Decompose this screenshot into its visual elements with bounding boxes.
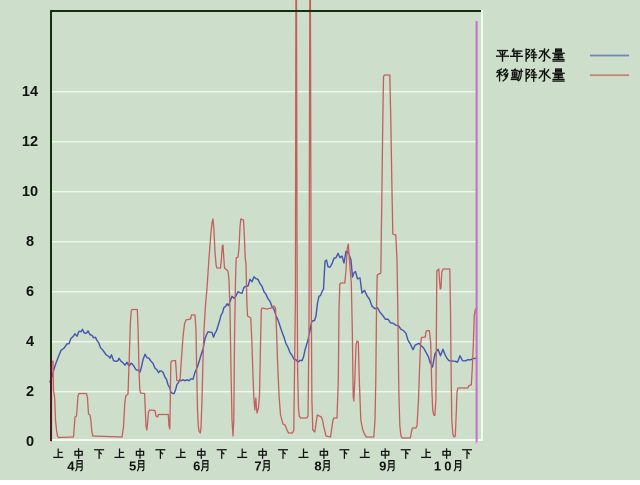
svg-text:14: 14 [22,84,38,100]
svg-text:9: 9 [379,459,386,474]
svg-text:10: 10 [434,459,455,474]
svg-text:10: 10 [22,184,38,200]
svg-text:2: 2 [26,384,34,400]
svg-text:8: 8 [26,234,34,250]
svg-text:6: 6 [193,459,200,474]
svg-text:4: 4 [67,459,75,474]
svg-text:7: 7 [254,459,261,474]
svg-text:5: 5 [129,459,136,474]
svg-text:0: 0 [26,434,34,450]
svg-text:4: 4 [26,334,34,350]
svg-text:8: 8 [314,459,321,474]
svg-text:12: 12 [22,134,38,150]
svg-text:6: 6 [26,284,34,300]
